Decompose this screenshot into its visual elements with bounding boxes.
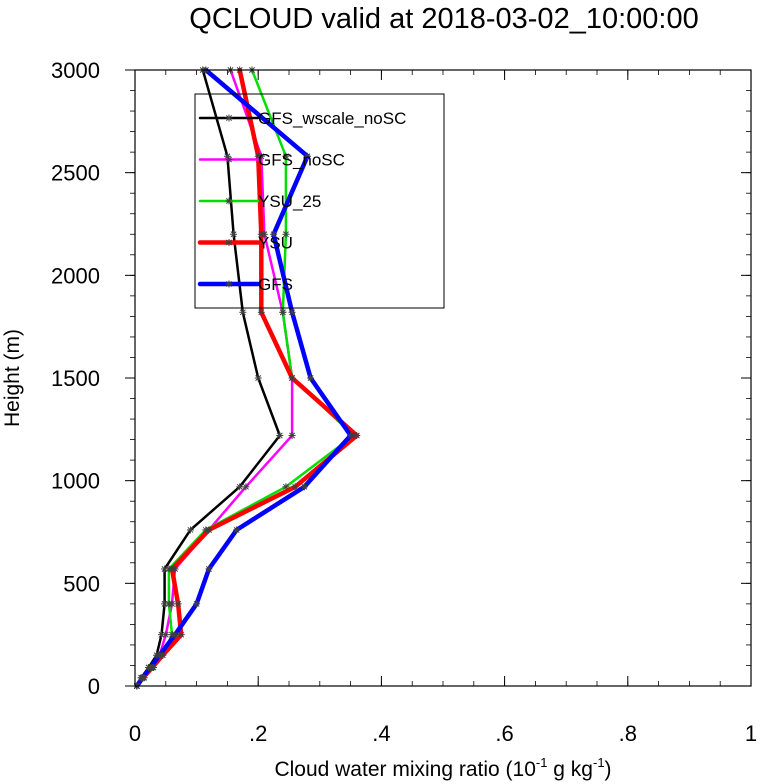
- marker-GFS-7: [233, 526, 241, 534]
- legend: GFS_wscale_noSC GFS_noSC YSU_25 YSU GFS: [197, 109, 406, 294]
- marker-YSU_25-5: [165, 600, 173, 608]
- marker-GFS_noSC-8: [242, 483, 250, 491]
- marker-GFS_wscale_noSC-11: [239, 308, 247, 316]
- marker-YSU-8: [291, 483, 299, 491]
- marker-GFS_wscale_noSC-5: [161, 600, 169, 608]
- marker-GFS-9: [347, 431, 355, 439]
- marker-GFS-3: [156, 651, 164, 659]
- marker-GFS-11: [288, 308, 296, 316]
- marker-YSU-13: [254, 152, 262, 160]
- marker-GFS-4: [171, 631, 179, 639]
- legend-label-GFS_noSC: GFS_noSC: [258, 151, 345, 170]
- x-tick-label: .4: [372, 721, 390, 746]
- marker-GFS-12: [270, 230, 278, 238]
- marker-GFS_wscale_noSC-10: [254, 374, 262, 382]
- x-axis-title-middle: g kg: [547, 758, 593, 781]
- marker-YSU-5: [174, 600, 182, 608]
- x-tick-label: .6: [495, 721, 513, 746]
- legend-marker-GFS: [225, 280, 233, 288]
- marker-GFS_wscale_noSC-9: [276, 431, 284, 439]
- marker-GFS_wscale_noSC-8: [236, 483, 244, 491]
- marker-GFS-13: [303, 152, 311, 160]
- y-tick-label: 2500: [51, 161, 100, 186]
- x-tick-label: 1: [745, 721, 757, 746]
- marker-YSU-11: [257, 308, 265, 316]
- x-tick-label: .8: [619, 721, 637, 746]
- marker-YSU-12: [257, 230, 265, 238]
- marker-YSU-10: [288, 374, 296, 382]
- marker-GFS_wscale_noSC-7: [186, 526, 194, 534]
- x-tick-label: .2: [249, 721, 267, 746]
- marker-GFS_noSC-4: [162, 631, 170, 639]
- legend-label-GFS_wscale_noSC: GFS_wscale_noSC: [258, 109, 406, 128]
- legend-marker-GFS_noSC: [225, 156, 233, 163]
- x-axis-title: Cloud water mixing ratio (10-1 g kg-1): [274, 755, 611, 781]
- marker-YSU_25-8: [282, 483, 290, 491]
- series-markers: [133, 66, 361, 690]
- y-tick-label: 1000: [51, 469, 100, 494]
- marker-YSU-7: [205, 526, 213, 534]
- marker-YSU_25-13: [282, 152, 290, 160]
- marker-YSU-6: [168, 565, 176, 573]
- x-axis-title-end: ): [605, 758, 612, 781]
- marker-GFS_wscale_noSC-12: [230, 230, 238, 238]
- x-axis-title-exponent-1: -1: [536, 755, 548, 770]
- x-axis-title-main: Cloud water mixing ratio (10: [274, 758, 535, 781]
- y-tick-label: 3000: [51, 58, 100, 83]
- marker-YSU-4: [177, 631, 185, 639]
- x-axis-title-exponent-2: -1: [593, 755, 605, 770]
- legend-label-GFS: GFS: [258, 275, 293, 294]
- chart-title: QCLOUD valid at 2018-03-02_10:00:00: [189, 3, 698, 35]
- legend-box: [194, 93, 445, 309]
- marker-GFS-1: [138, 674, 146, 682]
- marker-GFS-10: [307, 374, 315, 382]
- x-tick-label: 0: [129, 721, 141, 746]
- marker-GFS-2: [146, 664, 154, 672]
- legend-label-YSU: YSU: [258, 234, 293, 253]
- y-tick-label: 500: [63, 571, 100, 596]
- y-tick-label: 2000: [51, 263, 100, 288]
- legend-marker-YSU_25: [225, 197, 233, 205]
- marker-YSU_25-11: [279, 308, 287, 316]
- y-axis-title: Height (m): [1, 329, 24, 427]
- marker-GFS-5: [193, 600, 201, 608]
- marker-GFS-8: [300, 483, 308, 491]
- y-tick-label: 0: [88, 674, 100, 699]
- marker-GFS_wscale_noSC-6: [161, 565, 169, 573]
- marker-YSU_25-12: [282, 230, 290, 238]
- legend-marker-YSU: [225, 239, 233, 246]
- y-tick-label: 1500: [51, 366, 100, 391]
- marker-YSU-9: [353, 431, 361, 439]
- legend-marker-GFS_wscale_noSC: [225, 114, 233, 122]
- marker-GFS_noSC-9: [288, 431, 296, 439]
- axes: 0 .2 .4 .6 .8 1 0 500 1000 1500 2000 2500 3000: [51, 58, 757, 746]
- marker-GFS-6: [205, 565, 213, 573]
- legend-label-YSU_25: YSU_25: [258, 192, 321, 211]
